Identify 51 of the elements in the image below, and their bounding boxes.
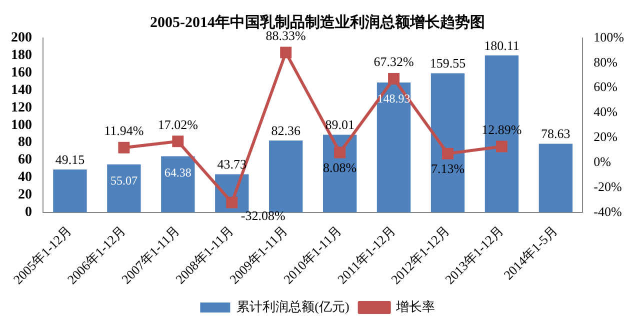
point bbox=[280, 46, 292, 58]
data-label: 11.94% bbox=[104, 123, 144, 138]
point bbox=[388, 72, 400, 84]
y2-tick-label: 80% bbox=[594, 54, 618, 70]
data-label: 17.02% bbox=[158, 116, 198, 132]
bar bbox=[161, 156, 195, 212]
bar bbox=[376, 82, 411, 212]
point bbox=[226, 196, 238, 208]
data-label: 89.01 bbox=[325, 117, 354, 132]
y-tick-label: 200 bbox=[11, 30, 32, 46]
data-label: 67.32% bbox=[374, 54, 414, 70]
y-tick-label: 160 bbox=[11, 65, 32, 80]
y-tick-label: 100 bbox=[11, 118, 32, 133]
bar bbox=[538, 144, 573, 212]
data-label: 180.11 bbox=[484, 38, 520, 53]
y-tick-label: 20 bbox=[18, 188, 32, 203]
chart-title: 2005-2014年中国乳制品制造业利润总额增长趋势图 bbox=[150, 12, 485, 31]
data-label: 159.55 bbox=[430, 56, 466, 71]
y-tick-label: 140 bbox=[11, 82, 32, 98]
y-tick-label: 0 bbox=[25, 204, 32, 220]
y2-tick-label: 100% bbox=[594, 29, 624, 44]
y2-tick-label: 20% bbox=[594, 129, 618, 144]
point bbox=[118, 142, 130, 154]
point bbox=[172, 136, 184, 148]
y2-tick-label: 0% bbox=[594, 154, 612, 169]
data-label: 7.13% bbox=[430, 161, 465, 176]
bar bbox=[430, 73, 465, 212]
y-tick-label: 40 bbox=[18, 170, 32, 186]
y-tick-label: 80 bbox=[18, 135, 32, 150]
point bbox=[442, 148, 454, 160]
bar bbox=[53, 170, 87, 212]
data-label: 64.38 bbox=[164, 165, 192, 180]
y2-tick-label: -20% bbox=[594, 178, 622, 194]
data-label: 78.63 bbox=[541, 126, 570, 142]
y-tick-label: 180 bbox=[11, 48, 32, 64]
data-label: 8.08% bbox=[323, 160, 357, 175]
point bbox=[334, 146, 346, 158]
data-label: 55.07 bbox=[110, 174, 138, 188]
data-label: 49.15 bbox=[55, 152, 85, 167]
point bbox=[496, 140, 508, 152]
y2-tick-label: 40% bbox=[594, 104, 618, 120]
y2-tick-label: 60% bbox=[594, 79, 618, 94]
y-tick-label: 60 bbox=[18, 152, 32, 168]
legend-label: 增长率 bbox=[394, 298, 435, 314]
y2-tick-label: -40% bbox=[594, 204, 622, 219]
data-label: 82.36 bbox=[271, 122, 301, 138]
legend-label: 累计利润总额(亿元) bbox=[236, 298, 350, 314]
data-label: -32.08% bbox=[240, 208, 286, 223]
bar bbox=[107, 164, 141, 212]
bar bbox=[269, 140, 303, 212]
y-tick-label: 120 bbox=[11, 100, 32, 116]
